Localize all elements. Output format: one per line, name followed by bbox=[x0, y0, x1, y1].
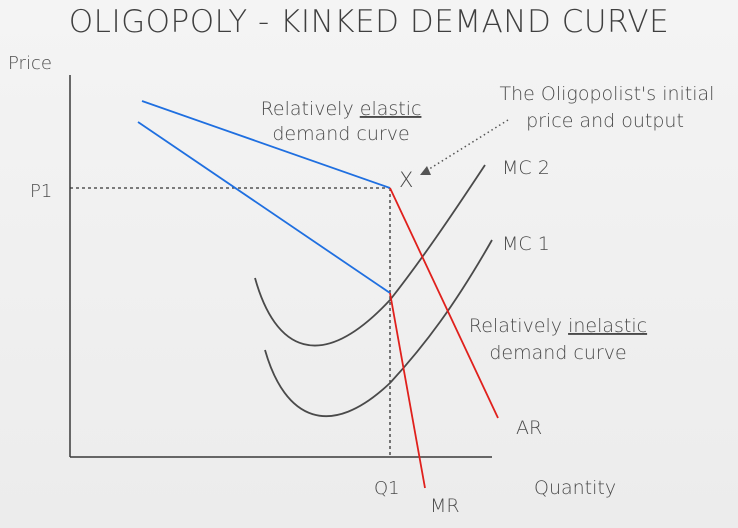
inelastic-label-line2: demand curve bbox=[489, 342, 626, 364]
oligopolist-note-line1: The Oligopolist's initial bbox=[500, 83, 715, 105]
note-pointer-arrow bbox=[425, 119, 509, 172]
x-axis-label: Quantity bbox=[534, 477, 616, 499]
arrow-head-icon bbox=[420, 166, 431, 175]
y-axis-label: Price bbox=[8, 53, 52, 74]
ar-label: AR bbox=[516, 417, 542, 439]
inelastic-ar-curve bbox=[389, 187, 499, 419]
oligopolist-note-line2: price and output bbox=[526, 110, 684, 132]
elastic-label-line2: demand curve bbox=[272, 123, 409, 145]
elastic-mr-curve bbox=[137, 121, 391, 294]
price-tick-label: P1 bbox=[30, 181, 52, 202]
slide-title: OLIGOPOLY - KINKED DEMAND CURVE bbox=[68, 4, 670, 40]
quantity-tick-label: Q1 bbox=[374, 478, 400, 499]
mc2-label: MC 2 bbox=[502, 157, 550, 179]
mc1-curve bbox=[264, 239, 493, 418]
elastic-demand-curve bbox=[141, 100, 391, 189]
mc2-curve bbox=[254, 164, 486, 347]
inelastic-label: Relatively inelastic bbox=[469, 315, 647, 337]
elastic-label: Relatively elastic bbox=[261, 98, 422, 120]
mr-label: MR bbox=[430, 495, 460, 517]
mc1-label: MC 1 bbox=[502, 233, 550, 255]
kink-marker: X bbox=[399, 168, 413, 192]
inelastic-mr-curve bbox=[389, 292, 426, 489]
